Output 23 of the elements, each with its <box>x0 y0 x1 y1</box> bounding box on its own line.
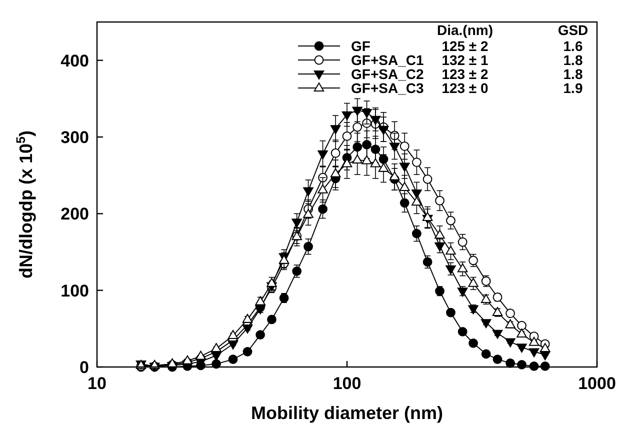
annotation: 1.8 <box>563 66 583 82</box>
y-tick-label: 200 <box>60 204 89 224</box>
x-axis-title: Mobility diameter (nm) <box>250 403 444 423</box>
legend-label: GF+SA_C2 <box>351 66 424 82</box>
legend-label: GF+SA_C1 <box>351 52 424 68</box>
x-tick-label: 10 <box>88 374 106 393</box>
annotation: 1.8 <box>563 52 583 68</box>
annotation: 1.9 <box>563 80 583 96</box>
y-tick-label: 300 <box>60 128 89 147</box>
x-tick-label: 100 <box>332 374 362 393</box>
annotation: 132 ± 1 <box>442 52 489 68</box>
legend-label: GF+SA_C3 <box>351 80 424 96</box>
legend-label: GF <box>351 38 371 54</box>
y-tick-label: 0 <box>80 358 89 377</box>
annotation: 1.6 <box>563 38 583 54</box>
annotation: Dia.(nm) <box>437 22 493 38</box>
annotation: 125 ± 2 <box>442 38 489 54</box>
annotation: GSD <box>558 22 588 38</box>
annotation: 123 ± 2 <box>442 66 489 82</box>
x-tick-label: 1000 <box>578 374 616 393</box>
y-tick-label: 400 <box>60 51 89 70</box>
y-tick-label: 100 <box>60 281 89 300</box>
annotation: 123 ± 0 <box>442 80 489 96</box>
